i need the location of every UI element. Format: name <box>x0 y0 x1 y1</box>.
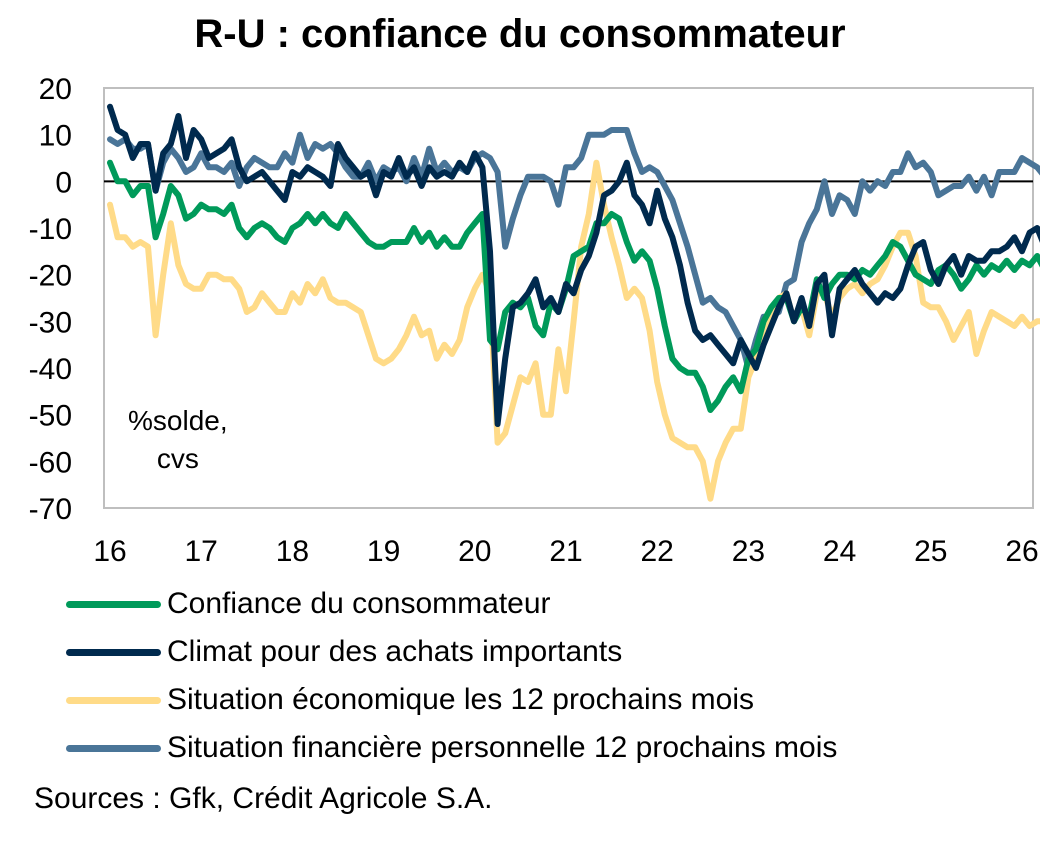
series-line-2 <box>107 159 1040 502</box>
y-tick-label: -20 <box>29 260 72 293</box>
series-line-3 <box>107 127 1040 371</box>
unit-label: %solde, cvs <box>128 402 228 478</box>
x-tick-label: 23 <box>732 535 765 568</box>
y-tick-label: -50 <box>29 400 72 433</box>
y-tick-label: 0 <box>55 166 72 199</box>
legend-item-situation-economique: Situation économique les 12 prochains mo… <box>66 676 837 724</box>
legend: Confiance du consommateur Climat pour de… <box>66 580 837 772</box>
unit-label-line1: %solde, <box>128 405 228 436</box>
x-tick-label: 17 <box>185 535 218 568</box>
y-tick-label: -70 <box>29 493 72 526</box>
x-axis: 16 17 18 19 20 21 22 23 24 25 26 <box>93 535 1038 568</box>
series-group <box>107 103 1040 502</box>
x-tick-label: 24 <box>823 535 856 568</box>
legend-label: Confiance du consommateur <box>167 587 551 620</box>
x-tick-label: 22 <box>641 535 674 568</box>
x-tick-label: 25 <box>914 535 947 568</box>
chart-title: R-U : confiance du consommateur <box>194 12 846 56</box>
x-tick-label: 26 <box>1005 535 1038 568</box>
y-tick-label: 10 <box>39 120 72 153</box>
y-tick-label: -30 <box>29 306 72 339</box>
legend-item-climat: Climat pour des achats importants <box>66 628 837 676</box>
y-tick-label: -10 <box>29 213 72 246</box>
series-line-0 <box>107 159 1040 413</box>
x-tick-label: 19 <box>367 535 400 568</box>
plot-area-frame <box>103 87 1034 509</box>
x-tick-label: 18 <box>276 535 309 568</box>
legend-swatch <box>66 744 161 752</box>
x-tick-label: 20 <box>458 535 491 568</box>
y-tick-label: -40 <box>29 353 72 386</box>
legend-label: Climat pour des achats importants <box>167 635 623 668</box>
source-note: Sources : Gfk, Crédit Agricole S.A. <box>34 782 493 815</box>
legend-label: Situation économique les 12 prochains mo… <box>167 683 755 716</box>
x-tick-label: 21 <box>549 535 582 568</box>
y-tick-label: -60 <box>29 446 72 479</box>
legend-label: Situation financière personnelle 12 proc… <box>167 731 838 764</box>
x-tick-label: 16 <box>93 535 126 568</box>
legend-swatch <box>66 696 161 704</box>
legend-swatch <box>66 600 161 608</box>
y-tick-label: 20 <box>39 73 72 106</box>
series-line-1 <box>107 103 1040 427</box>
unit-label-line2: cvs <box>156 443 199 474</box>
legend-swatch <box>66 648 161 656</box>
legend-item-situation-financiere: Situation financière personnelle 12 proc… <box>66 724 837 772</box>
legend-item-confiance: Confiance du consommateur <box>66 580 837 628</box>
y-axis: 20 10 0 -10 -20 -30 -40 -50 -60 -70 <box>29 73 72 526</box>
